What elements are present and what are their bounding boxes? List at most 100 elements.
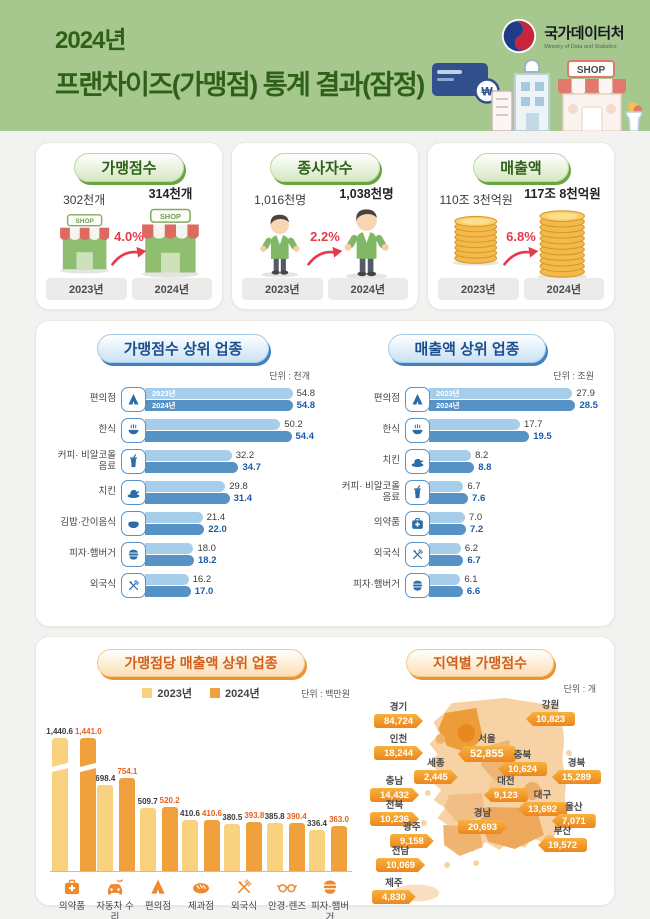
- column-value: 390.4: [286, 811, 307, 821]
- per-store-revenue-chart: 가맹점당 매출액 상위 업종 2023년 2024년 단위 : 백만원 1,44…: [46, 649, 352, 919]
- legend-swatch-2024: [210, 688, 220, 698]
- bar-line: 16.2: [145, 574, 312, 585]
- category-label: 편의점: [373, 393, 400, 405]
- pharmacy-icon: [64, 879, 80, 895]
- prev-year-label: 2023년: [46, 278, 127, 300]
- bar-chart-rows: 편의점 2023년 27.9 2024년 28.5 한식 17.7 19.5 치킨 8.2 8.8 커…: [338, 387, 598, 598]
- column-wrap: 509.7: [138, 797, 158, 871]
- summary-card-workers: 종사자수 1,016천명 2.2% 1,038천명 20: [231, 142, 419, 310]
- bar-2024년: 2024년: [145, 400, 293, 411]
- region-tag: 제주 4,830: [372, 875, 416, 904]
- map-unit: 단위 : 개: [563, 684, 596, 694]
- change-indicator: 4.0%: [104, 229, 154, 267]
- bar-line: 7.2: [429, 524, 596, 535]
- column-bar-2024년: [119, 777, 136, 871]
- legend-swatch-2023: [142, 688, 153, 698]
- column-wrap: 410.6: [180, 809, 200, 871]
- column-label: 안경·렌즈: [267, 877, 307, 919]
- bar-line: 34.7: [145, 462, 312, 473]
- shop-icon: SHOP: [558, 60, 626, 131]
- map-title: 지역별 가맹점수: [405, 649, 555, 677]
- card-title: 종사자수: [270, 153, 380, 182]
- bar-2023년: 2023년: [145, 388, 293, 399]
- bar-line: 8.8: [429, 462, 596, 473]
- card-body: 1,016천명 2.2% 1,038천명: [242, 187, 408, 291]
- region-value: 10,624: [498, 762, 548, 776]
- foreign-food-icon: [237, 879, 252, 894]
- region-tag: 충북 10,624: [498, 747, 548, 776]
- category-icon-box: [405, 387, 430, 412]
- bar-2023년: [145, 574, 189, 585]
- column-category: 외국식: [230, 900, 258, 912]
- column-bar-2023년: [181, 820, 198, 871]
- bar-2023년: [145, 419, 281, 430]
- year-labels: 2023년 2024년: [242, 278, 408, 300]
- change-percent: 2.2%: [310, 229, 340, 244]
- column-group: 380.5 393.8: [222, 811, 265, 871]
- storefront-illustration: SHOP: [59, 214, 109, 274]
- bar-value: 18.2: [198, 555, 217, 566]
- column-wrap: 520.2: [160, 796, 180, 871]
- bar-line: 31.4: [145, 493, 312, 504]
- column-bar-2024년: [80, 738, 97, 871]
- bar-2023년: [429, 450, 472, 461]
- region-value: 2,445: [414, 770, 458, 784]
- chicken-icon: [411, 458, 424, 467]
- chart-row: 외국식 6.2 6.7: [338, 542, 596, 567]
- year-labels: 2023년 2024년: [438, 278, 604, 300]
- bar-value: 7.0: [468, 512, 483, 523]
- change-percent: 6.8%: [506, 229, 536, 244]
- bar-2024년: [145, 555, 195, 566]
- bar-line: 17.7: [429, 419, 596, 430]
- bar-2024년: [145, 524, 205, 535]
- column-wrap: 380.5: [222, 813, 242, 871]
- category-label: 외국식: [89, 579, 116, 591]
- chart-row: 커피· 비알코올 음료 6.7 7.6: [338, 480, 596, 505]
- column-category: 의약품: [58, 900, 86, 912]
- column-bar-2023년: [224, 824, 241, 871]
- column-bar-2023년: [97, 784, 114, 871]
- bar-2023년: [145, 481, 226, 492]
- bar-pair: 6.7 7.6: [429, 480, 596, 505]
- curr-value: 314천개: [148, 187, 193, 201]
- column-label: 편의점: [138, 877, 178, 919]
- column-wrap: 385.8: [265, 812, 285, 871]
- bar-line: 8.2: [429, 450, 596, 461]
- column-label: 제과점: [181, 877, 221, 919]
- bar-line: 2023년 54.8: [145, 388, 315, 399]
- bar-value: 29.8: [229, 481, 248, 492]
- card-title: 가맹점수: [74, 153, 184, 182]
- prev-year-label: 2023년: [438, 278, 519, 300]
- column-category: 안경·렌즈: [267, 900, 307, 912]
- bar-pair: 50.2 54.4: [145, 418, 314, 443]
- column-group: 385.8 390.4: [265, 811, 307, 871]
- bar-pair: 6.1 6.6: [429, 573, 596, 598]
- bar-series-label: 2023년: [436, 389, 460, 398]
- storefront-illustration: SHOP: [142, 208, 199, 278]
- column-value: 336.4: [306, 818, 327, 828]
- bar-line: 6.1: [429, 574, 596, 585]
- region-name: 제주: [385, 878, 403, 889]
- column-group: 509.7 520.2: [138, 796, 180, 871]
- shop-sign-text: SHOP: [577, 65, 606, 76]
- bar-value: 21.4: [206, 512, 226, 523]
- increase-arrow-icon: [503, 246, 539, 266]
- summary-row: 가맹점수 302천개 SHOP 4.0% 314천개 SHOP: [35, 142, 615, 310]
- bar-line: 22.0: [145, 524, 312, 535]
- coin-stack-illustration: [537, 210, 588, 280]
- column-category: 제과점: [187, 900, 215, 912]
- bar-2024년: [145, 586, 191, 597]
- category-label: 김밥·간이음식: [60, 517, 116, 529]
- bar-line: 18.2: [145, 555, 312, 566]
- category-label: 한식: [98, 424, 116, 436]
- column-value: 393.8: [244, 811, 265, 821]
- agency-name: 국가데이터처: [544, 25, 624, 42]
- category-label: 커피· 비알코올 음료: [341, 480, 400, 503]
- regional-map-section: 지역별 가맹점수 단위 : 개: [360, 649, 602, 919]
- column-value: 385.8: [264, 812, 285, 822]
- dessert-bowl-icon: [625, 102, 642, 131]
- prev-value: 1,016천명: [254, 193, 307, 207]
- page-title: 프랜차이즈(가맹점) 통계 결과(잠정): [55, 70, 425, 100]
- region-tag: 전북 10,236: [370, 797, 419, 826]
- column-category: 편의점: [144, 900, 172, 912]
